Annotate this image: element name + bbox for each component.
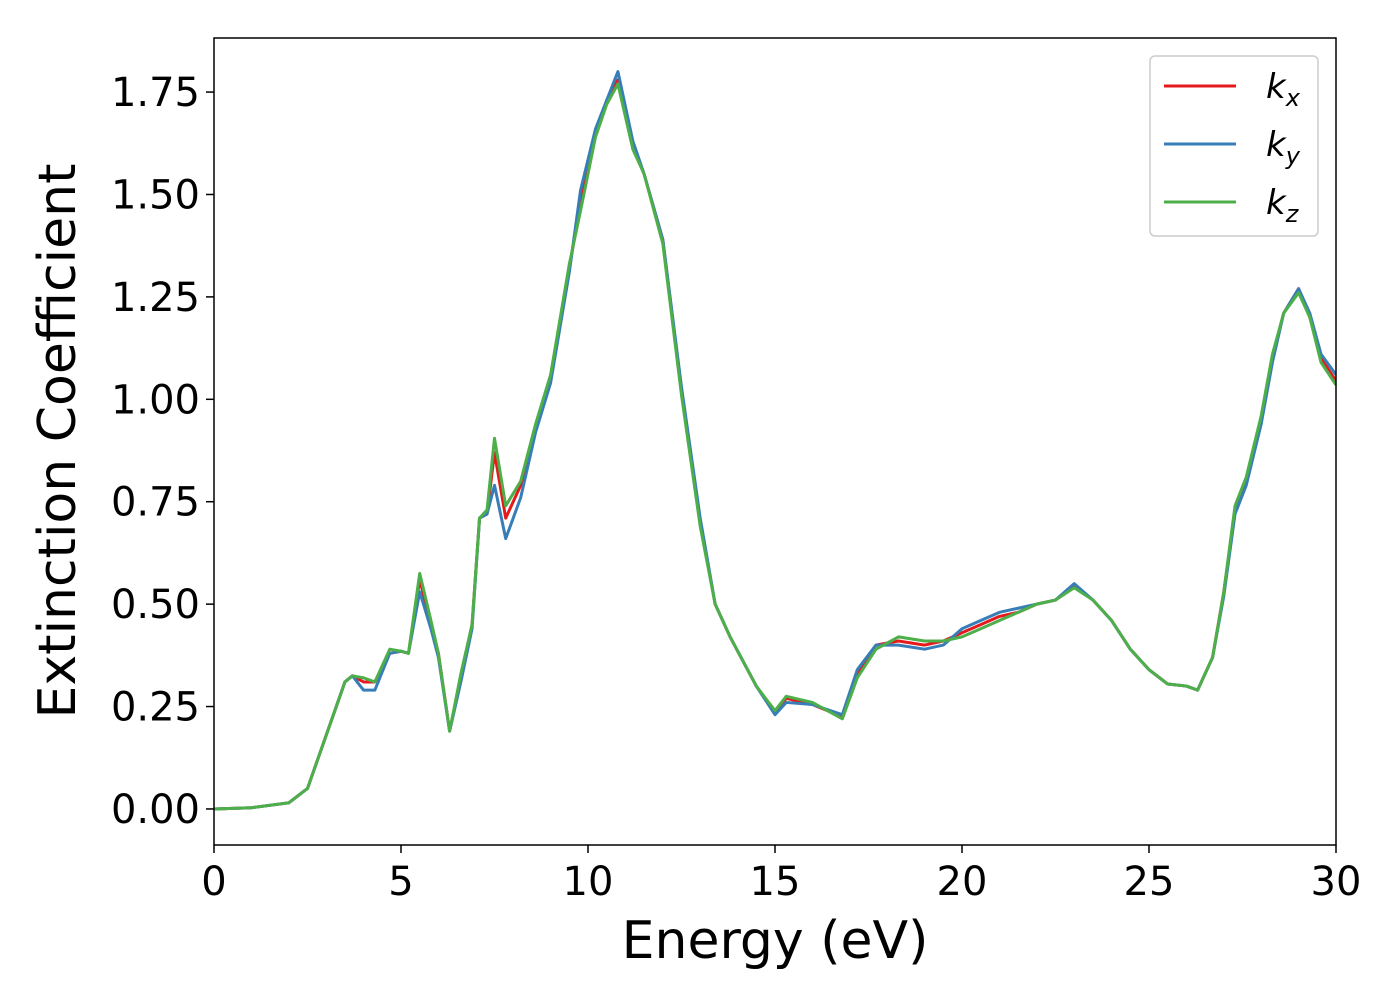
y-tick-label: 1.00 [111, 377, 200, 423]
y-tick-label: 1.50 [111, 172, 200, 218]
x-tick-label: 25 [1124, 859, 1175, 905]
plot-frame [213, 37, 1337, 846]
legend-label: kx [1266, 67, 1301, 112]
x-tick-label: 0 [201, 859, 226, 905]
x-tick-label: 15 [750, 859, 801, 905]
series-line [214, 82, 1336, 811]
y-axis-label: Extinction Coefficient [28, 164, 88, 719]
x-tick-label: 30 [1311, 859, 1362, 905]
legend-box [1149, 55, 1319, 237]
y-tick-label: 0.75 [111, 480, 200, 526]
y-tick-label: 0.00 [111, 787, 200, 833]
x-tick-label: 10 [563, 859, 614, 905]
y-tick-label: 0.25 [111, 685, 200, 731]
legend-label: kz [1266, 183, 1300, 228]
x-axis-label: Energy (eV) [622, 911, 929, 971]
legend-label: ky [1266, 125, 1301, 170]
x-tick-label: 20 [937, 859, 988, 905]
y-tick-label: 1.25 [111, 275, 200, 321]
y-tick-label: 1.75 [111, 70, 200, 116]
x-tick-label: 5 [388, 859, 413, 905]
y-tick-label: 0.50 [111, 582, 200, 628]
